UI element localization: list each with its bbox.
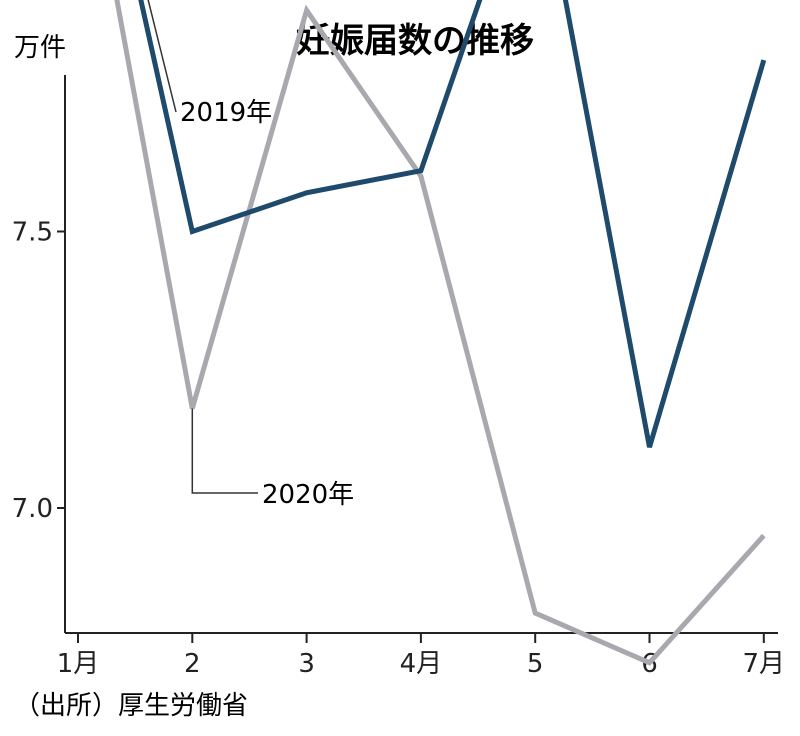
legend-2019: 2019年 bbox=[180, 98, 272, 128]
legend-2020: 2020年 bbox=[262, 480, 354, 510]
legend-leader-2020 bbox=[191, 408, 258, 494]
y-ticks: 7.07.58.08.5 bbox=[12, 218, 65, 524]
legend-leader-2019 bbox=[147, 0, 177, 113]
chart-title: 妊娠届数の推移 bbox=[296, 21, 534, 61]
y-tick-label: 7.5 bbox=[12, 218, 53, 248]
series-line-2019 bbox=[138, 0, 767, 448]
x-tick-label: 7月 bbox=[743, 649, 786, 679]
y-axis-unit: 万件 bbox=[14, 33, 66, 63]
x-tick-label: 4月 bbox=[400, 649, 443, 679]
x-tick-label: 3 bbox=[298, 649, 315, 679]
x-tick-label: 1月 bbox=[57, 649, 100, 679]
x-tick-label: 2 bbox=[184, 649, 201, 679]
y-tick-label: 7.0 bbox=[12, 494, 53, 524]
x-tick-label: 5 bbox=[527, 649, 544, 679]
source-note: （出所）厚生労働省 bbox=[14, 691, 248, 721]
x-ticks: 1月 2 3 4月 5 6 7月 bbox=[57, 633, 785, 679]
